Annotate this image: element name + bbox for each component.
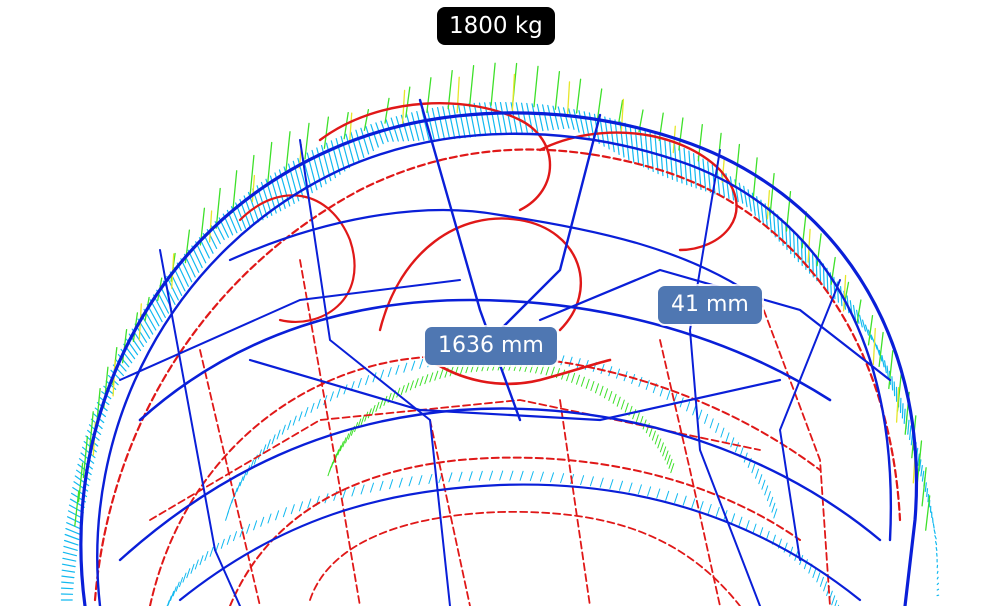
- outer-ring-red: [93, 148, 902, 602]
- lobe-red-5: [428, 358, 612, 386]
- latitude-red-1: [149, 353, 821, 606]
- chord-blue-2: [119, 279, 461, 381]
- chord-blue-1: [248, 358, 782, 422]
- dimension-label-secondary[interactable]: 41 mm: [658, 286, 762, 324]
- meridian-red-3: [429, 419, 471, 606]
- dimension-label-main[interactable]: 1636 mm: [425, 327, 557, 365]
- latitude-blue-1: [118, 407, 882, 562]
- latitude-blue-2: [138, 298, 832, 422]
- lobe-red-1: [378, 217, 583, 332]
- lobe-red-4: [238, 194, 356, 323]
- meridian-red-2: [299, 259, 361, 606]
- meridian-red-5: [659, 339, 721, 606]
- outer-ring-blue: [79, 111, 918, 606]
- meridian-red-1: [199, 349, 261, 606]
- blue-member-lines: [79, 98, 918, 606]
- meridian-blue-5: [688, 149, 761, 606]
- meridian-red-6: [759, 299, 831, 606]
- meridian-blue-6: [778, 279, 841, 561]
- latitude-red-3: [309, 510, 741, 606]
- latitude-blue-3: [178, 483, 862, 602]
- force-hairs-lat-1: [166, 470, 840, 606]
- outer-ring-blue-2: [96, 132, 892, 606]
- meridian-blue-2: [299, 139, 451, 606]
- lobe-red-2: [318, 102, 552, 212]
- meridian-blue-3: [418, 98, 522, 422]
- meridian-red-4: [559, 399, 591, 606]
- load-label: 1800 kg: [437, 7, 555, 45]
- meridian-blue-1: [159, 249, 241, 606]
- latitude-red-2: [229, 456, 801, 606]
- force-hairs-lat-3: [327, 360, 675, 477]
- latitude-blue-4: [228, 208, 762, 302]
